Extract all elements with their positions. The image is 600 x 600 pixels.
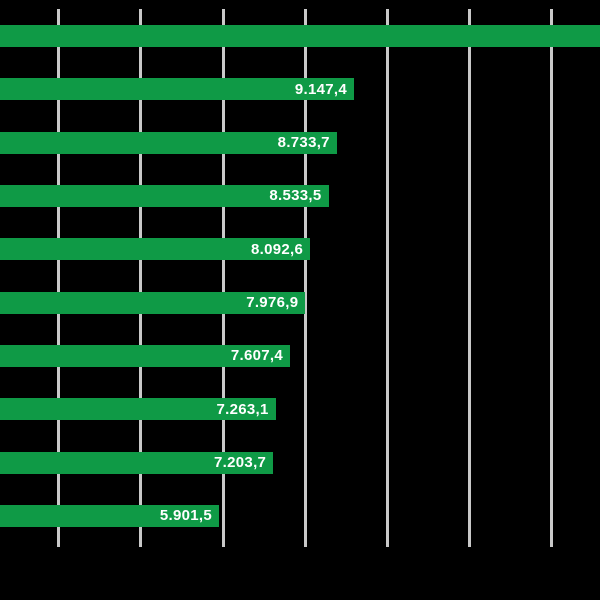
bar: 7.976,9 <box>0 291 306 314</box>
bar-value-label: 7.607,4 <box>230 347 283 365</box>
bar <box>0 25 600 47</box>
bar: 5.901,5 <box>0 504 220 527</box>
bar: 8.733,7 <box>0 131 337 154</box>
gridline <box>56 9 60 547</box>
bar-value-label: 8.092,6 <box>251 240 304 258</box>
bar-value-label: 7.976,9 <box>246 294 299 312</box>
bar: 7.607,4 <box>0 344 290 367</box>
bar: 8.092,6 <box>0 238 311 261</box>
gridline <box>138 9 142 547</box>
gridline <box>221 9 225 547</box>
gridline <box>549 9 553 547</box>
bar-value-label: 7.263,1 <box>216 400 269 418</box>
gridline <box>467 9 471 547</box>
bar: 9.147,4 <box>0 78 355 101</box>
bar-value-label: 8.533,5 <box>269 187 322 205</box>
bar: 7.203,7 <box>0 451 274 474</box>
bar-value-label: 9.147,4 <box>294 80 348 98</box>
bar-value-label: 8.733,7 <box>277 134 330 152</box>
gridline <box>303 9 307 547</box>
bar-value-label: 5.901,5 <box>159 507 213 525</box>
gridline <box>385 9 389 547</box>
bar: 8.533,5 <box>0 184 329 207</box>
bar-value-label: 7.203,7 <box>214 454 267 472</box>
bar: 7.263,1 <box>0 398 276 421</box>
